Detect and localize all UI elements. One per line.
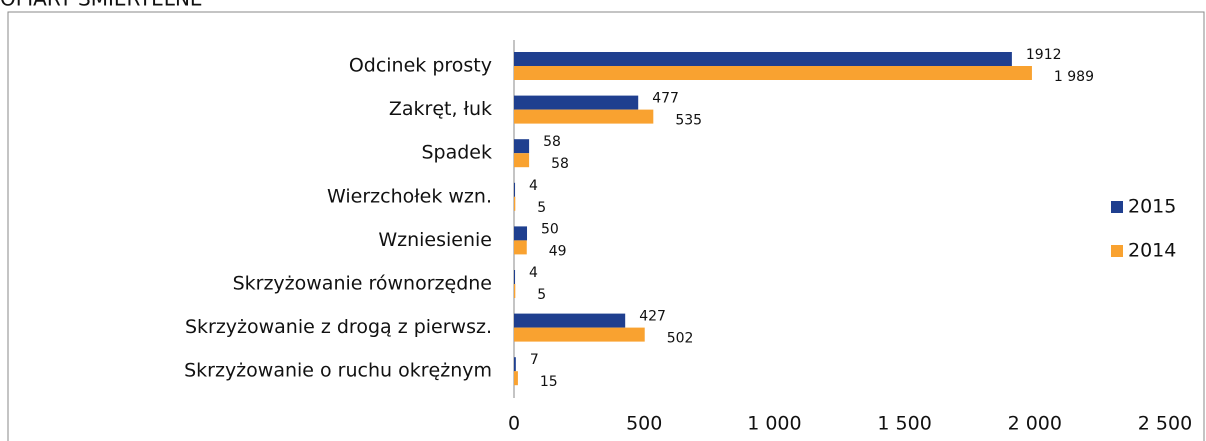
bar: [514, 357, 516, 372]
y-tick-label: Odcinek prosty: [349, 55, 492, 77]
bar: [514, 95, 639, 110]
value-label: 58: [551, 156, 569, 172]
chart-title: OFIARY ŚMIERTELNE: [0, 0, 203, 11]
y-tick-label: Spadek: [421, 142, 492, 164]
y-tick-label: Wierzchołek wzn.: [327, 185, 492, 207]
chart-frame: [7, 11, 1205, 441]
value-label: 49: [549, 243, 567, 259]
x-tick-label: 2 500: [1138, 413, 1192, 435]
legend-swatch: [1111, 245, 1123, 257]
value-label: 5: [537, 200, 546, 216]
bar: [514, 153, 530, 168]
x-tick-label: 2 000: [1008, 413, 1062, 435]
value-label: 15: [540, 374, 558, 390]
y-tick-label: Wzniesienie: [378, 229, 492, 251]
x-tick-label: 0: [508, 413, 520, 435]
bar: [514, 226, 528, 241]
bar: [514, 284, 516, 298]
x-tick-label: 1 000: [747, 413, 801, 435]
bar: [514, 139, 530, 154]
legend-label: 2015: [1128, 196, 1176, 218]
value-label: 50: [541, 221, 559, 237]
value-label: 58: [543, 134, 561, 150]
bar: [514, 313, 626, 328]
legend-label: 2014: [1128, 240, 1176, 262]
x-tick-label: 500: [626, 413, 662, 435]
value-label: 502: [667, 331, 694, 347]
value-label: 1 989: [1054, 69, 1094, 85]
bar: [514, 66, 1032, 80]
bar: [514, 270, 516, 284]
y-tick-label: Skrzyżowanie z drogą z pierwsz.: [185, 316, 492, 338]
y-tick-label: Zakręt, łuk: [389, 98, 492, 120]
value-label: 477: [652, 91, 679, 107]
y-tick-label: Skrzyżowanie równorzędne: [233, 273, 492, 295]
value-label: 4: [529, 178, 538, 194]
x-tick-label: 1 500: [877, 413, 931, 435]
bar: [514, 327, 645, 342]
bar: [514, 196, 516, 211]
y-tick-label: Skrzyżowanie o ruchu okrężnym: [184, 360, 492, 382]
value-label: 1912: [1026, 47, 1062, 63]
value-label: 4: [529, 265, 538, 281]
value-label: 427: [639, 309, 666, 325]
bar: [514, 182, 516, 197]
value-label: 535: [675, 113, 702, 129]
legend-swatch: [1111, 201, 1123, 213]
value-label: 7: [530, 352, 539, 368]
bar: [514, 109, 654, 124]
bar: [514, 52, 1012, 66]
value-label: 5: [537, 287, 546, 303]
bar: [514, 240, 527, 255]
bar: [514, 371, 518, 386]
